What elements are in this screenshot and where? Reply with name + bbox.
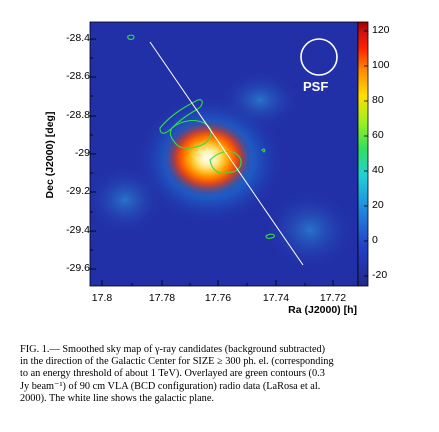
y-tick-label: -29 [74,147,90,159]
y-tick-label: -29.2 [66,185,90,197]
colorbar-tick-label: 0 [372,234,378,246]
radio-contours [127,34,275,239]
caption-line: Jy beam⁻¹) of 90 cm VLA (BCD configurati… [20,380,321,392]
caption-line: 2000). The white line shows the galactic… [20,392,214,404]
x-tick-label: 17.72 [319,292,347,304]
y-tick-label: -28.6 [66,70,90,82]
colorbar-tick-label: 80 [372,94,384,106]
galactic-plane-line [149,41,304,266]
psf-label: PSF [303,79,329,94]
colorbar-tick-label: 120 [372,24,390,36]
x-tick-label: 17.76 [204,292,232,304]
sky-map-plot [89,21,369,287]
psf-circle [300,38,338,76]
y-axis-ticks [90,38,96,270]
y-tick-label: -28.4 [66,32,90,44]
x-tick-label: 17.74 [262,292,290,304]
x-axis-label: Ra (J2000) [h] [288,304,357,316]
colorbar-tick-label: 40 [372,164,384,176]
caption-line: in the direction of the Galactic Center … [20,356,334,368]
figure-caption: FIG. 1.— Smoothed sky map of γ-ray candi… [20,344,428,405]
y-tick-label: -29.6 [66,262,90,274]
y-tick-label: -29.4 [66,224,90,236]
caption-line: FIG. 1.— Smoothed sky map of γ-ray candi… [20,344,326,355]
y-tick-label: -28.8 [66,109,90,121]
colorbar-tick-label: 100 [372,59,390,71]
x-tick-label: 17.78 [148,292,176,304]
colorbar-tick-label: -20 [372,269,388,281]
x-axis-ticks [101,280,334,286]
sky-map-figure: Dec (J2000) [deg] -28.4 -28.6 -28.8 -29 … [44,21,390,316]
x-tick-label: 17.8 [91,292,113,304]
caption-line: to an energy threshold of about 1 TeV). … [20,368,325,380]
colorbar-ticks [364,30,368,277]
colorbar-tick-label: 20 [372,199,384,211]
colorbar-tick-label: 60 [372,129,384,141]
colorbar [358,22,368,286]
heatmap-area [90,22,358,286]
